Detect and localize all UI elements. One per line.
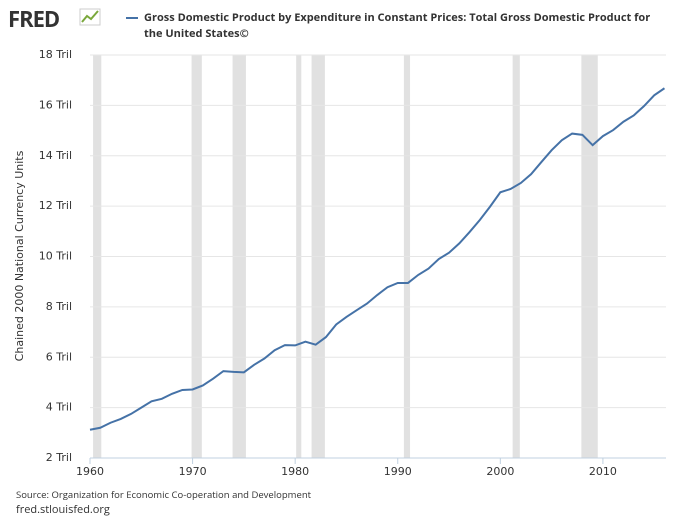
y-axis-label: Chained 2000 National Currency Units	[13, 150, 26, 361]
series-line	[89, 87, 666, 431]
x-tick-label: 1980	[281, 465, 309, 478]
y-tick-label: 18 Tril	[39, 48, 72, 61]
x-tick-label: 1960	[76, 465, 104, 478]
logo-icon	[79, 8, 101, 26]
source: Source: Organization for Economic Co-ope…	[16, 488, 312, 501]
logo: FRED	[8, 4, 60, 34]
legend-swatch	[126, 17, 138, 19]
y-tick-label: 8 Tril	[46, 300, 72, 313]
y-tick-label: 16 Tril	[39, 98, 72, 111]
y-tick-label: 10 Tril	[39, 250, 72, 263]
site: fred.stlouisfed.org	[16, 502, 110, 517]
x-tick-label: 1990	[384, 465, 412, 478]
x-tick-label: 1970	[179, 465, 207, 478]
y-tick-label: 2 Tril	[46, 451, 72, 464]
y-tick-label: 4 Tril	[46, 401, 72, 414]
legend-text: Gross Domestic Product by Expenditure in…	[144, 10, 651, 41]
x-tick-label: 2010	[589, 465, 617, 478]
y-tick-label: 6 Tril	[46, 350, 72, 363]
y-tick-label: 12 Tril	[39, 199, 72, 212]
x-tick-label: 2000	[486, 465, 514, 478]
y-tick-label: 14 Tril	[39, 149, 72, 162]
